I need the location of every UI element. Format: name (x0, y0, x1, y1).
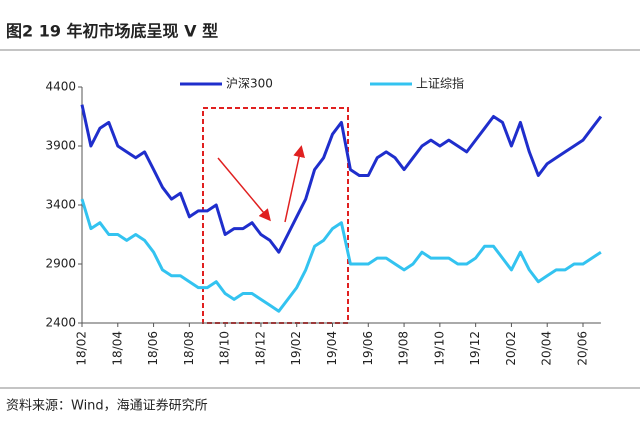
x-tick-label: 19/02 (289, 331, 303, 366)
x-tick-label: 18/02 (75, 331, 89, 366)
x-tick-label: 19/12 (468, 331, 482, 366)
legend-label: 上证综指 (416, 76, 464, 91)
x-tick-label: 18/06 (146, 331, 160, 366)
y-tick-label: 2400 (45, 316, 76, 330)
y-tick-label: 4400 (45, 80, 76, 94)
y-tick-label: 2900 (45, 257, 76, 271)
x-tick-label: 20/02 (504, 331, 518, 366)
legend-label: 沪深300 (226, 77, 273, 91)
x-tick-label: 18/08 (182, 331, 196, 366)
x-tick-label: 18/10 (218, 331, 232, 366)
down-arrow (217, 157, 271, 222)
series-line (80, 198, 602, 313)
y-tick-label: 3400 (45, 198, 76, 212)
x-tick-label: 20/06 (576, 331, 590, 366)
x-tick-label: 19/06 (361, 331, 375, 366)
x-tick-label: 18/04 (110, 331, 124, 366)
x-tick-label: 18/12 (253, 331, 267, 366)
up-arrow (284, 145, 305, 223)
series-line (80, 104, 603, 254)
x-tick-label: 19/08 (397, 331, 411, 366)
y-tick-label: 3900 (45, 139, 76, 153)
x-tick-label: 19/04 (325, 331, 339, 366)
x-tick-label: 20/04 (540, 331, 554, 366)
x-tick-label: 19/10 (432, 331, 446, 366)
source: 资料来源：Wind，海通证券研究所 (6, 398, 208, 414)
chart-title: 图2 19 年初市场底呈现 V 型 (6, 22, 218, 41)
